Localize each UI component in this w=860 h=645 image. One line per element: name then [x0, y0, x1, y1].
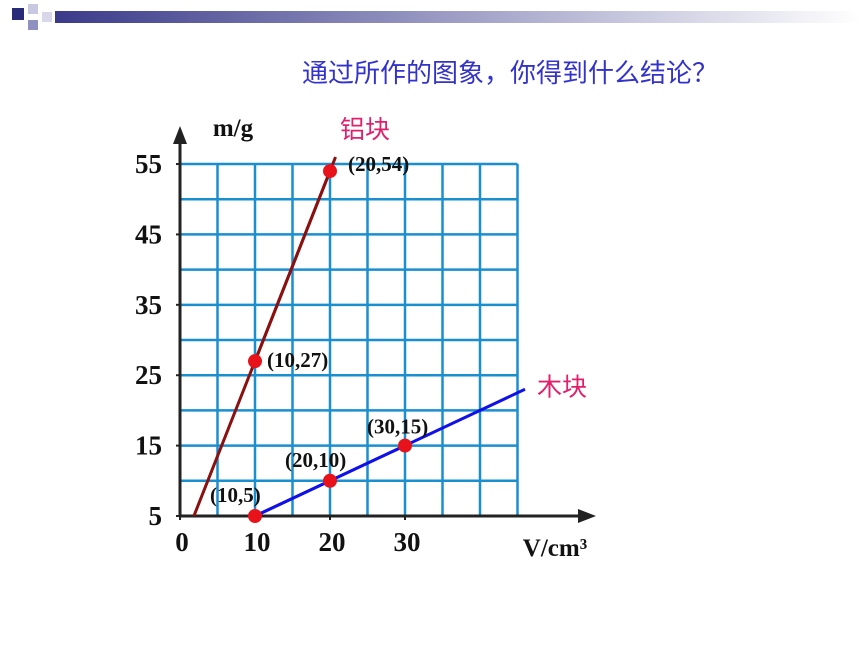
point: [323, 473, 337, 488]
y-tick-label: 45: [135, 219, 162, 249]
x-axis-arrow: [578, 509, 596, 523]
x-tick-label: 0: [175, 527, 189, 557]
y-tick-label: 5: [149, 501, 163, 531]
point: [248, 354, 262, 369]
header-decoration: [12, 4, 860, 30]
y-tick-label: 25: [135, 360, 162, 390]
point-label: (10,27): [267, 348, 328, 372]
point: [323, 164, 337, 179]
y-tick-label: 15: [135, 431, 162, 461]
point-label: (30,15): [367, 415, 428, 439]
series-name: 铝块: [340, 115, 390, 144]
series-line: [253, 170, 332, 362]
point-label: (20,10): [285, 448, 346, 472]
point-label: (20,54): [348, 152, 409, 176]
y-axis-arrow: [173, 126, 187, 144]
series-name: 木块: [537, 372, 587, 401]
y-tick-label: 35: [135, 290, 162, 320]
x-tick-label: 30: [394, 527, 421, 557]
point-label: (10,5): [210, 483, 261, 507]
point: [398, 438, 412, 453]
x-tick-label: 20: [319, 527, 346, 557]
chart-title: 通过所作的图象，你得到什么结论？: [302, 59, 718, 89]
x-tick-label: 10: [244, 527, 271, 557]
y-tick-label: 55: [135, 149, 162, 179]
x-axis-label: V/cm³: [523, 535, 587, 562]
y-axis-label: m/g: [213, 115, 254, 142]
point: [248, 509, 262, 523]
